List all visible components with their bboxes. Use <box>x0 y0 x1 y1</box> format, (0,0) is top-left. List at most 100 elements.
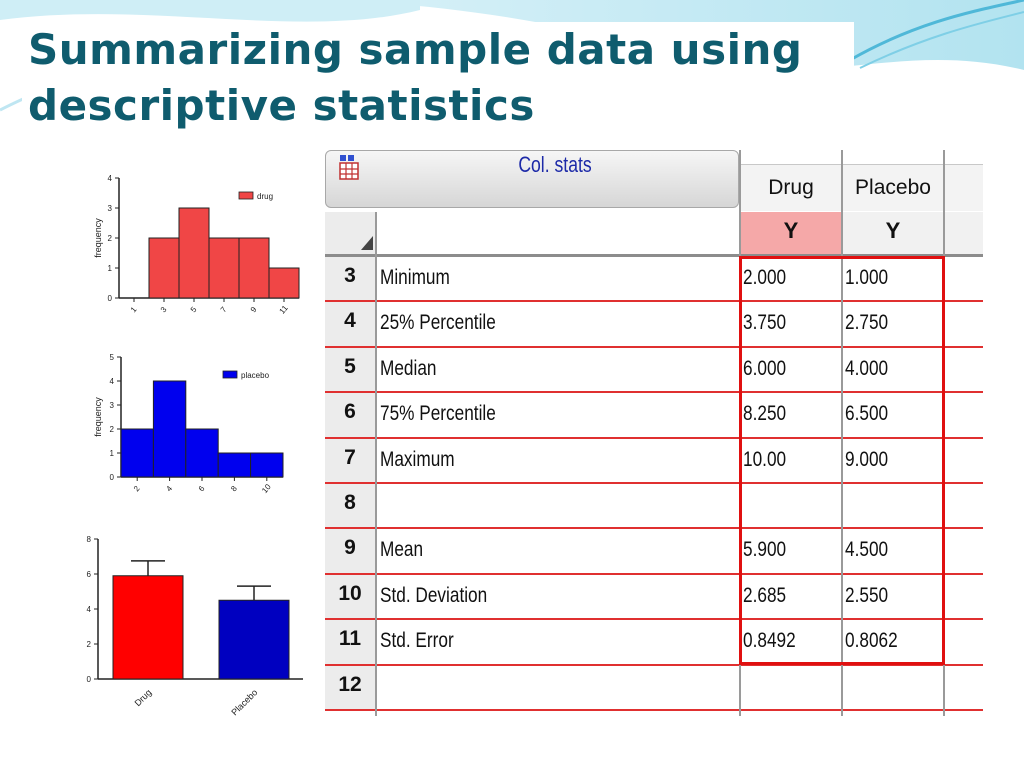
mean-bar-chart-svg: 0 2 4 6 8 Drug Placebo <box>87 535 303 717</box>
row-label[interactable]: Mean <box>380 538 424 562</box>
row-divider <box>325 527 983 530</box>
placebo-value-cell[interactable]: 2.750 <box>845 311 889 335</box>
placebo-hist-legend-label: placebo <box>241 371 270 380</box>
placebo-hist-legend-swatch <box>222 370 238 379</box>
row-number[interactable]: 9 <box>325 529 375 575</box>
row-number[interactable]: 3 <box>325 257 375 302</box>
row-label[interactable]: Minimum <box>380 266 450 289</box>
drug-hist-y-tick-label: 1 <box>108 264 113 273</box>
placebo-value-cell[interactable]: 4.000 <box>845 356 889 380</box>
drug-hist-legend-label: drug <box>257 192 273 201</box>
row-number[interactable]: 5 <box>325 347 375 393</box>
placebo-hist-bar <box>250 452 284 478</box>
drug-value-cell[interactable]: 3.750 <box>743 311 787 335</box>
row-label[interactable]: Maximum <box>380 447 455 471</box>
mean-y-tick-label: 8 <box>87 535 92 544</box>
column-header-placebo[interactable]: Placebo <box>843 164 943 211</box>
column-header-empty[interactable] <box>945 164 983 211</box>
row-number[interactable]: 8 <box>325 484 375 529</box>
mean-x-tick-label: Drug <box>133 687 154 708</box>
placebo-hist-x-tick-label: 8 <box>229 484 239 494</box>
drug-hist-y-tick-label: 2 <box>108 234 113 243</box>
drug-value-cell[interactable]: 2.685 <box>743 583 787 607</box>
placebo-hist-y-axis-label: frequency <box>93 397 103 437</box>
table-row[interactable]: 6 75% Percentile 8.250 6.500 <box>325 393 983 439</box>
row-label[interactable]: Std. Deviation <box>380 583 488 607</box>
table-row[interactable]: 5 Median 6.000 4.000 <box>325 347 983 394</box>
placebo-hist-y-tick-label: 2 <box>110 425 115 434</box>
row-label[interactable]: 25% Percentile <box>380 311 496 335</box>
drug-value-cell[interactable]: 8.250 <box>743 402 787 426</box>
placebo-value-cell[interactable]: 1.000 <box>845 266 889 289</box>
placebo-value-cell[interactable]: 4.500 <box>845 538 889 562</box>
drug-hist-y-axis-label: frequency <box>93 218 103 258</box>
drug-hist-x-tick-label: 7 <box>219 305 229 315</box>
row-divider <box>325 391 983 394</box>
row-number[interactable]: 11 <box>325 620 375 666</box>
placebo-hist-y-tick-label: 3 <box>110 401 115 410</box>
title-box: Summarizing sample data using descriptiv… <box>22 22 854 140</box>
placebo-hist-x-tick-label: 6 <box>197 484 207 494</box>
table-header-bar <box>325 150 739 208</box>
row-number[interactable]: 12 <box>325 665 375 711</box>
row-number[interactable]: 6 <box>325 393 375 439</box>
placebo-value-cell[interactable]: 2.550 <box>845 583 889 607</box>
drug-histogram: 0 1 2 3 4 1 3 5 7 9 11 frequency drug <box>85 163 307 325</box>
row-number[interactable]: 4 <box>325 302 375 348</box>
placebo-hist-bar <box>217 452 252 478</box>
placebo-histogram-svg: 0 1 2 3 4 5 2 4 6 8 10 frequency placebo <box>93 353 284 495</box>
empty-y-header <box>945 212 983 254</box>
drug-value-cell[interactable]: 2.000 <box>743 266 787 289</box>
row-divider <box>325 481 983 484</box>
corner-cell[interactable] <box>325 212 375 254</box>
table-row[interactable]: 4 25% Percentile 3.750 2.750 <box>325 302 983 348</box>
placebo-value-cell[interactable]: 9.000 <box>845 447 889 471</box>
drug-value-cell[interactable]: 10.00 <box>743 447 787 471</box>
col-stats-table: Col. stats Drug Placebo Y Y 3 Minimum 2.00… <box>325 150 983 716</box>
table-row[interactable]: 8 <box>325 484 983 530</box>
drug-hist-y-tick-label: 4 <box>108 174 113 183</box>
placebo-hist-y-tick-label: 1 <box>110 449 115 458</box>
row-label[interactable]: Std. Error <box>380 629 454 653</box>
drug-y-header[interactable]: Y <box>741 212 841 254</box>
drug-hist-x-tick-label: 5 <box>189 305 199 315</box>
row-number[interactable]: 10 <box>325 574 375 620</box>
placebo-hist-x-tick-label: 10 <box>260 482 273 495</box>
mean-y-tick-label: 4 <box>87 605 92 614</box>
drug-value-cell[interactable]: 0.8492 <box>743 629 796 653</box>
corner-triangle-icon <box>361 236 373 250</box>
label-header-cell <box>377 212 739 254</box>
header-divider <box>325 254 983 257</box>
row-number-divider <box>375 212 377 716</box>
page-title-line-1: Summarizing sample data using <box>28 25 803 74</box>
drug-value-cell[interactable]: 6.000 <box>743 356 787 380</box>
table-row[interactable]: 7 Maximum 10.00 9.000 <box>325 438 983 484</box>
column-header-drug[interactable]: Drug <box>741 164 841 211</box>
placebo-hist-y-tick-label: 0 <box>110 473 115 482</box>
drug-hist-x-tick-label: 9 <box>249 305 259 315</box>
mean-bar-chart: 0 2 4 6 8 Drug Placebo <box>78 527 308 735</box>
placebo-value-cell[interactable]: 6.500 <box>845 402 889 426</box>
drug-hist-bar <box>268 267 300 299</box>
table-row[interactable]: 3 Minimum 2.000 1.000 <box>325 257 983 303</box>
table-grid-icon <box>339 155 359 180</box>
table-row[interactable]: 12 <box>325 665 983 711</box>
placebo-histogram: 0 1 2 3 4 5 2 4 6 8 10 frequency placebo <box>85 347 305 504</box>
mean-x-tick-label: Placebo <box>229 687 259 717</box>
table-row[interactable]: 11 Std. Error 0.8492 0.8062 <box>325 620 983 666</box>
row-divider <box>325 708 983 711</box>
row-label[interactable]: 75% Percentile <box>380 402 496 426</box>
placebo-hist-bar <box>152 380 187 478</box>
placebo-y-header[interactable]: Y <box>843 212 943 254</box>
row-label[interactable]: Median <box>380 356 437 380</box>
column-divider-2 <box>841 150 843 716</box>
table-row[interactable]: 10 Std. Deviation 2.685 2.550 <box>325 574 983 621</box>
mean-bar-placebo <box>218 599 290 680</box>
mean-y-tick-label: 0 <box>87 675 92 684</box>
placebo-value-cell[interactable]: 0.8062 <box>845 629 898 653</box>
drug-value-cell[interactable]: 5.900 <box>743 538 787 562</box>
row-number[interactable]: 7 <box>325 438 375 484</box>
placebo-hist-y-tick-label: 5 <box>110 353 115 362</box>
table-row[interactable]: 9 Mean 5.900 4.500 <box>325 529 983 575</box>
drug-hist-y-tick-label: 0 <box>108 294 113 303</box>
